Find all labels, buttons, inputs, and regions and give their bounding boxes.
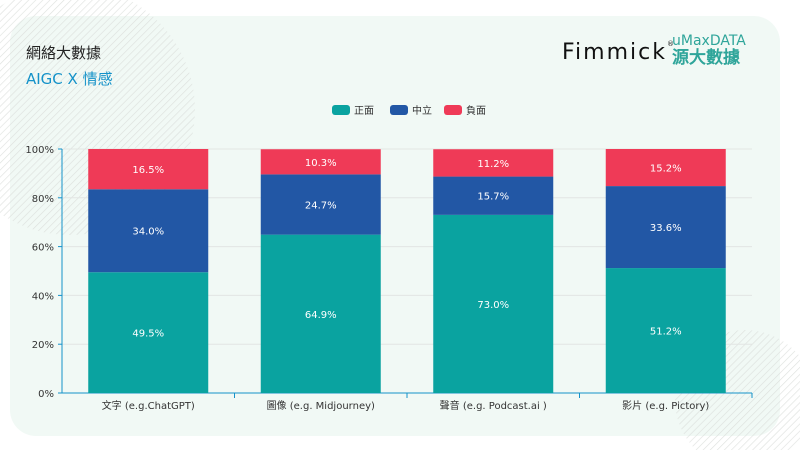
page-title: 網絡大數據	[26, 44, 102, 62]
y-tick-label: 0%	[38, 389, 54, 400]
bar-segment-negative	[88, 149, 209, 190]
bar-segment-positive	[605, 268, 726, 393]
y-tick-label: 40%	[32, 291, 54, 302]
data-label: 34.0%	[132, 227, 164, 238]
bar-segment-neutral	[88, 189, 209, 273]
y-tick-label: 100%	[25, 145, 54, 156]
bar-segment-neutral	[605, 186, 726, 269]
legend-swatch-negative	[444, 105, 462, 115]
legend-label-negative: 負面	[466, 105, 486, 117]
x-tick-label: 文字 (e.g.ChatGPT)	[102, 399, 195, 412]
fimmick-logo: Fimmick®	[562, 40, 674, 65]
legend-label-positive: 正面	[354, 106, 374, 117]
legend-swatch-neutral	[390, 105, 408, 115]
data-label: 15.7%	[477, 192, 509, 203]
x-tick-label: 聲音 (e.g. Podcast.ai )	[440, 399, 547, 412]
data-label: 24.7%	[305, 201, 337, 212]
bar-segment-positive	[433, 214, 554, 393]
data-label: 64.9%	[305, 310, 337, 321]
data-label: 15.2%	[650, 164, 682, 175]
data-label: 33.6%	[650, 223, 682, 234]
bar-segment-neutral	[260, 174, 381, 235]
y-tick-label: 60%	[32, 243, 54, 254]
data-label: 51.2%	[650, 327, 682, 338]
data-label: 10.3%	[305, 158, 337, 169]
data-label: 16.5%	[132, 165, 164, 176]
bar-segment-negative	[605, 149, 726, 187]
legend-swatch-positive	[332, 105, 350, 115]
y-tick-label: 20%	[32, 340, 54, 351]
legend-label-neutral: 中立	[412, 104, 432, 117]
bar-segment-neutral	[433, 176, 554, 215]
bar-segment-negative	[260, 149, 381, 175]
umaxdata-logo: uMaxDATA 源大數據	[672, 33, 746, 68]
data-label: 11.2%	[477, 159, 509, 170]
x-tick-label: 影片 (e.g. Pictory)	[622, 399, 709, 412]
x-tick-label: 圖像 (e.g. Midjourney)	[267, 400, 375, 412]
bar-segment-positive	[88, 272, 209, 393]
bar-segment-negative	[433, 149, 554, 177]
data-label: 73.0%	[477, 300, 509, 311]
bar-segment-positive	[260, 234, 381, 393]
y-tick-label: 80%	[32, 194, 54, 205]
page-subtitle: AIGC X 情感	[26, 70, 113, 88]
data-label: 49.5%	[132, 329, 164, 340]
